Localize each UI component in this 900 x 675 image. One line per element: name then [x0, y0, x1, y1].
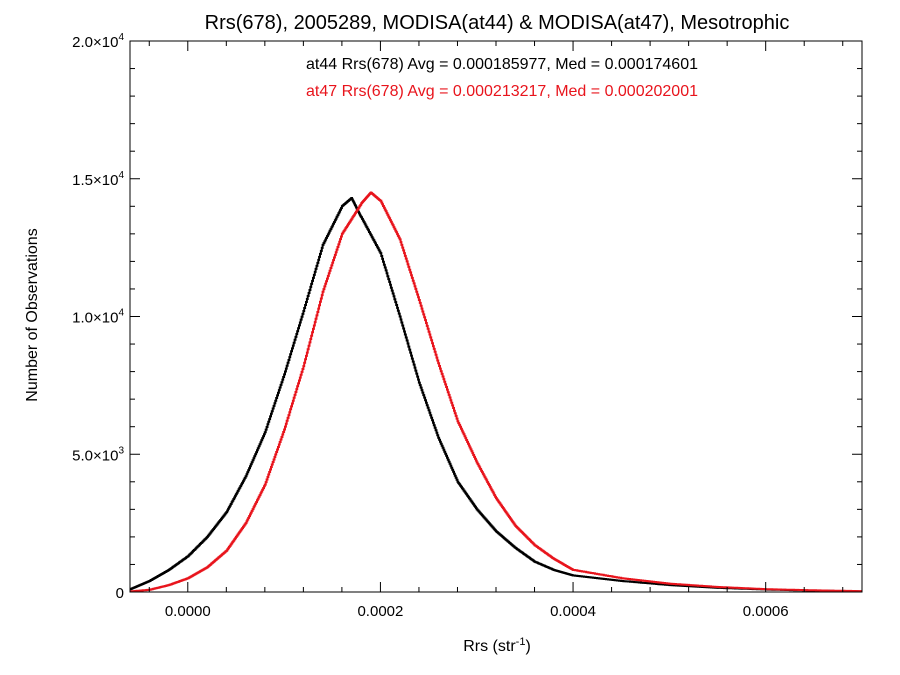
- series-1-line: [129, 197, 862, 593]
- annotation-2: at47 Rrs(678) Avg = 0.000213217, Med = 0…: [306, 83, 698, 100]
- x-tick-label: 0.0000: [165, 603, 211, 620]
- annotation-layer: at44 Rrs(678) Avg = 0.000185977, Med = 0…: [306, 56, 698, 100]
- y-axis-label: Number of Observations: [24, 228, 41, 401]
- y-tick-label: 1.5×104: [72, 170, 124, 189]
- y-tick-label: 0: [116, 585, 124, 602]
- y-tick-label: 5.0×103: [72, 445, 124, 464]
- chart-title: Rrs(678), 2005289, MODISA(at44) & MODISA…: [205, 12, 790, 34]
- y-tick-label: 2.0×104: [72, 32, 124, 51]
- plot-frame: [129, 40, 863, 593]
- x-axis-label: Rrs (str-1): [463, 636, 531, 655]
- axes-layer: 0.0000 0.0002 0.0004 0.0006 0 5.0×103 1.0×104 1…: [72, 32, 863, 620]
- annotation-1: at44 Rrs(678) Avg = 0.000185977, Med = 0…: [306, 56, 698, 73]
- x-tick-label: 0.0004: [550, 603, 596, 620]
- series-2-line: [130, 191, 862, 593]
- y-tick-label: 1.0×104: [72, 308, 124, 327]
- series-layer: [129, 191, 862, 593]
- x-axis-label-superscript: -1: [516, 636, 526, 648]
- x-tick-label: 0.0006: [743, 603, 789, 620]
- x-tick-label: 0.0002: [357, 603, 403, 620]
